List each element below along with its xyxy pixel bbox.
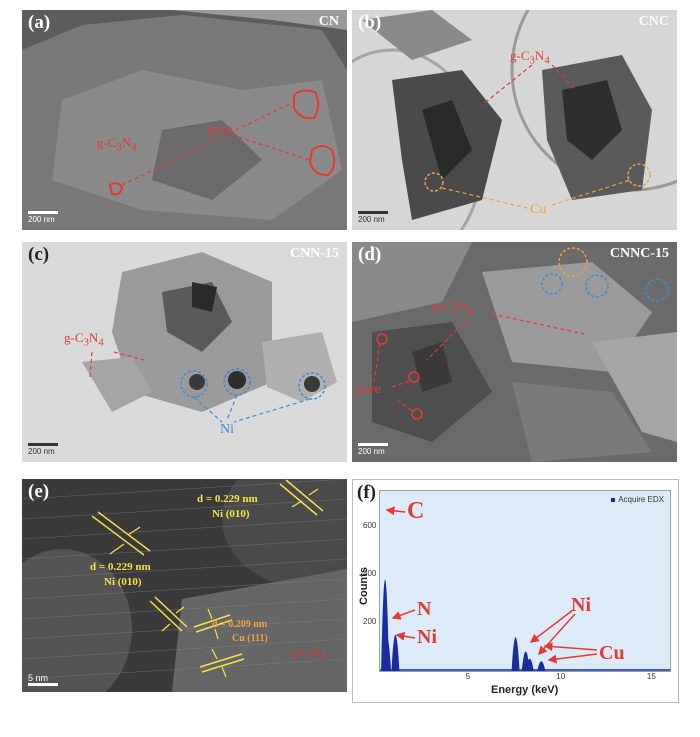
- edx-legend: Acquire EDX: [611, 495, 664, 504]
- panel-title-a: CN: [318, 14, 339, 29]
- scale-bar-c: 200 nm: [28, 443, 58, 456]
- fringe-label-1: d = 0.229 nm: [197, 493, 258, 505]
- peak-label-ni-high: Ni: [571, 594, 591, 616]
- panel-label-e: (e): [28, 481, 50, 502]
- fringe-plane-3: Cu (111): [232, 633, 268, 644]
- edx-peak: [391, 634, 400, 671]
- panel-title-d: CNNC-15: [609, 246, 669, 261]
- edx-peak: [511, 637, 520, 671]
- panel-label-d: (d): [358, 244, 382, 265]
- annotation-pore-a: pore: [207, 122, 232, 137]
- panel-d: (d) CNNC-15 g-C3N4 pore 200 nm: [352, 242, 677, 462]
- annotation-cu-b: Cu: [530, 202, 547, 217]
- scale-bar-b: 200 nm: [358, 211, 388, 224]
- peak-label-c: C: [407, 498, 425, 524]
- x-tick-label: 5: [465, 672, 471, 681]
- edx-plot-area: Acquire EDX: [379, 490, 671, 672]
- annotation-gcn-c: g-C3N4: [64, 330, 104, 349]
- scale-bar-e: 5 nm: [28, 672, 58, 686]
- x-tick-label: 15: [646, 672, 656, 681]
- scale-bar-a: 200 nm: [28, 211, 58, 224]
- edx-spectrum: [380, 579, 670, 671]
- panel-label-b: (b): [358, 12, 382, 33]
- annotation-gcn-d: g-C3N4: [432, 298, 472, 317]
- annotation-gcn-e: g-C3N4: [292, 647, 326, 662]
- tem-image-a: [22, 10, 347, 230]
- edx-peak: [383, 638, 392, 671]
- panel-label-c: (c): [28, 244, 50, 265]
- fringe-label-3: d = 0.209 nm: [212, 619, 268, 630]
- fringe-plane-1: Ni (010): [212, 508, 250, 520]
- annotation-ni-c: Ni: [220, 422, 234, 437]
- edx-peak: [525, 658, 534, 671]
- y-tick-label: 600: [363, 521, 377, 530]
- fringe-plane-2: Ni (010): [104, 576, 142, 588]
- panel-title-c: CNN-15: [290, 246, 339, 261]
- annotation-pore-d: pore: [356, 382, 381, 397]
- y-tick-label: 400: [363, 569, 377, 578]
- y-tick-label: 200: [363, 617, 377, 626]
- annotation-gcn-a: g-C3N4: [97, 135, 137, 154]
- x-tick-label: 10: [556, 672, 566, 681]
- panel-label-f: (f): [357, 482, 376, 503]
- annotation-gcn-b: g-C3N4: [510, 48, 550, 67]
- peak-label-ni-low: Ni: [417, 626, 437, 648]
- peak-label-n: N: [417, 598, 432, 620]
- panel-a: (a) CN g-C3N4 pore 200 nm: [22, 10, 347, 230]
- tem-image-c: [22, 242, 347, 462]
- panel-c: (c) CNN-15 g-C3N4 Ni 200 nm: [22, 242, 347, 462]
- tem-image-b: [352, 10, 677, 230]
- panel-b: (b) CNC g-C3N4 Cu 200 nm: [352, 10, 677, 230]
- edx-peak: [537, 661, 546, 671]
- scale-bar-d: 200 nm: [358, 443, 388, 456]
- panel-e: (e) d = 0.229 nm Ni (010) d = 0.229 nm N…: [22, 479, 347, 692]
- panel-label-a: (a): [28, 12, 51, 33]
- tem-image-d: [352, 242, 677, 462]
- peak-label-cu: Cu: [599, 642, 625, 664]
- x-axis-label: Energy (keV): [491, 684, 559, 696]
- panel-title-b: CNC: [638, 14, 669, 29]
- fringe-label-2: d = 0.229 nm: [90, 561, 151, 573]
- panel-f-edx-chart: (f) Acquire EDX Counts Energy (keV) 5 10 1…: [352, 479, 679, 703]
